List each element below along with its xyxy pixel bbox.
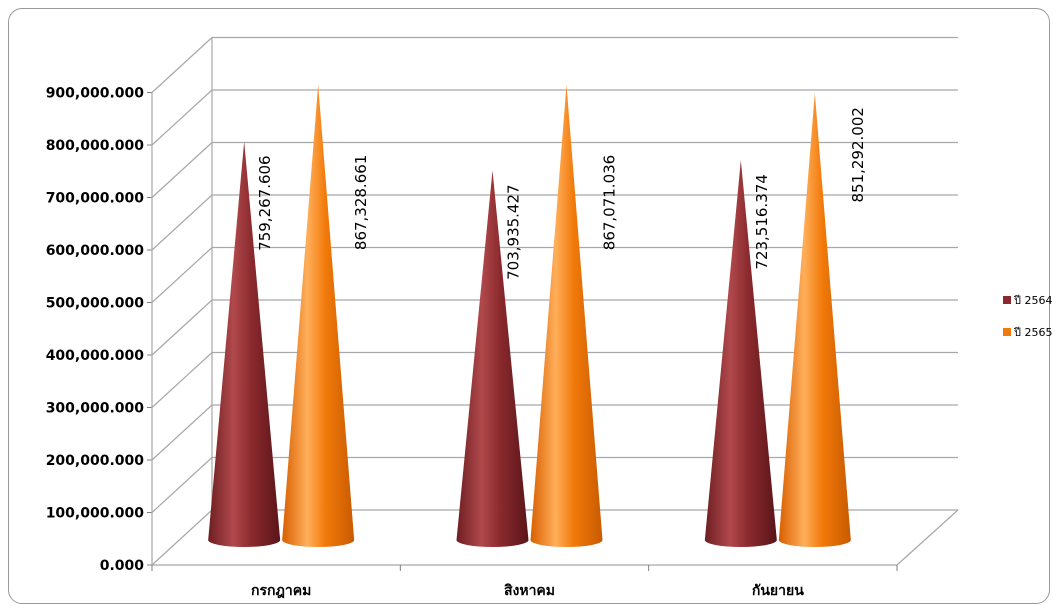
gridline-diagonal — [151, 457, 213, 513]
data-label: 723,516.374 — [753, 174, 771, 269]
data-label: 703,935.427 — [505, 184, 523, 279]
cone-body — [456, 170, 529, 547]
axis-layer — [147, 37, 959, 571]
gridline-diagonal — [151, 404, 213, 461]
y-tick-label: 200,000.000 — [46, 453, 145, 469]
gridline-diagonal — [151, 37, 213, 93]
legend-label: ปี 2564 — [1013, 294, 1053, 307]
chart-frame — [8, 8, 1050, 604]
legend-label: ปี 2565 — [1013, 326, 1053, 339]
data-label: 867,328.661 — [352, 155, 370, 250]
cone-1-0 — [282, 84, 355, 547]
gridline-diagonal — [151, 299, 213, 356]
x-tick-label: สิงหาคม — [504, 583, 556, 599]
gridline-diagonal — [151, 352, 213, 408]
y-tick-label: 800,000.000 — [46, 138, 145, 154]
gridline-diagonal — [151, 194, 213, 251]
gridline-diagonal — [151, 89, 213, 146]
cone-body — [282, 84, 355, 547]
legend-swatch — [1003, 296, 1011, 304]
cone-layer — [208, 84, 851, 547]
cone-0-2 — [704, 160, 777, 547]
cone-body — [208, 141, 281, 547]
cone-body — [530, 84, 603, 547]
y-tick-label: 600,000.000 — [46, 243, 145, 259]
cone-1-2 — [778, 93, 851, 547]
x-tick-label: กรกฎาคม — [251, 583, 311, 599]
cone-body — [778, 93, 851, 547]
legend-swatch — [1003, 328, 1011, 336]
y-tick-label: 900,000.000 — [46, 86, 145, 102]
gridline-diagonal — [151, 247, 213, 303]
gridline-diagonal — [151, 509, 213, 566]
y-tick-label: 0.000 — [100, 558, 145, 574]
floor-right-edge — [896, 509, 959, 566]
gridline-diagonal — [151, 142, 213, 198]
cone-1-1 — [530, 84, 603, 547]
x-tick-label: กันยายน — [752, 583, 804, 599]
y-tick-label: 700,000.000 — [46, 191, 145, 207]
y-tick-label: 400,000.000 — [46, 348, 145, 364]
y-tick-label: 300,000.000 — [46, 401, 145, 417]
y-tick-label: 500,000.000 — [46, 296, 145, 312]
cone-0-1 — [456, 170, 529, 547]
cone-body — [704, 160, 777, 547]
cone-0-0 — [208, 141, 281, 547]
data-label: 759,267.606 — [256, 155, 274, 250]
y-tick-label: 100,000.000 — [46, 506, 145, 522]
legend: ปี 2564 ปี 2565 — [1003, 294, 1052, 339]
label-layer: 0.000 100,000.000 200,000.000 300,000.000 40… — [46, 86, 867, 600]
data-label: 867,071.036 — [601, 155, 619, 250]
data-label: 851,292.002 — [849, 107, 867, 202]
